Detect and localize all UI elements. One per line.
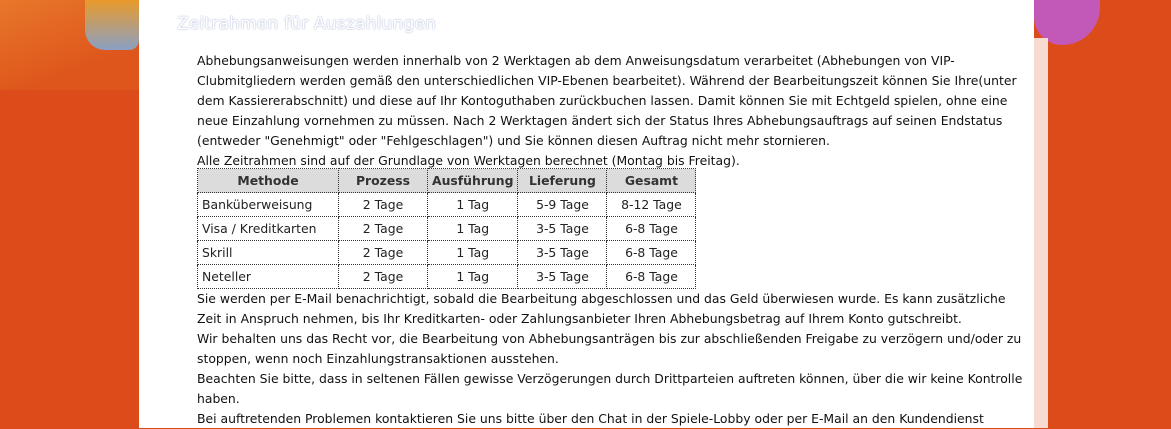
table-cell: 1 Tag: [426, 192, 519, 217]
column-header: Methode: [197, 168, 339, 193]
table-cell: 1 Tag: [426, 216, 519, 241]
table-cell: 6-8 Tage: [606, 264, 697, 289]
intro-paragraph: Alle Zeitrahmen sind auf der Grundlage v…: [197, 153, 740, 168]
table-row: Skrill 2 Tage 1 Tag 3-5 Tage 6-8 Tage: [197, 240, 697, 265]
table-cell: 2 Tage: [338, 264, 428, 289]
column-header: Lieferung: [517, 168, 608, 193]
table-cell: 5-9 Tage: [517, 192, 608, 217]
table-cell: 3-5 Tage: [517, 240, 608, 265]
table-cell: 2 Tage: [338, 240, 428, 265]
table-cell: 2 Tage: [338, 192, 428, 217]
column-header: Ausführung: [426, 168, 519, 193]
table-cell: 2 Tage: [338, 216, 428, 241]
table-cell: 8-12 Tage: [606, 192, 697, 217]
table-row: Visa / Kreditkarten 2 Tage 1 Tag 3-5 Tag…: [197, 216, 697, 241]
section-title: Zeitrahmen für Auszahlungen: [177, 14, 437, 34]
outro-paragraph: Wir behalten uns das Recht vor, die Bear…: [197, 331, 1022, 366]
intro-paragraph: Abhebungsanweisungen werden innerhalb vo…: [197, 53, 1017, 148]
outro-paragraph: Beachten Sie bitte, dass in seltenen Fäl…: [197, 371, 1023, 406]
outro-text: Sie werden per E-Mail benachrichtigt, so…: [197, 289, 1027, 429]
column-header: Prozess: [338, 168, 428, 193]
table-cell: 6-8 Tage: [606, 216, 697, 241]
table-header-row: Methode Prozess Ausführung Lieferung Ges…: [197, 168, 697, 193]
table-row: Neteller 2 Tage 1 Tag 3-5 Tage 6-8 Tage: [197, 264, 697, 289]
table-row: Banküberweisung 2 Tage 1 Tag 5-9 Tage 8-…: [197, 192, 697, 217]
table-cell: Banküberweisung: [197, 192, 339, 217]
table-cell: 6-8 Tage: [606, 240, 697, 265]
column-header: Gesamt: [606, 168, 697, 193]
table-cell: 3-5 Tage: [517, 216, 608, 241]
table-cell: 3-5 Tage: [517, 264, 608, 289]
table-cell: 1 Tag: [426, 264, 519, 289]
outro-paragraph: Bei auftretenden Problemen kontaktieren …: [197, 411, 984, 426]
payout-timeframe-table: Methode Prozess Ausführung Lieferung Ges…: [197, 168, 697, 289]
table-cell: Visa / Kreditkarten: [197, 216, 339, 241]
outro-paragraph: Sie werden per E-Mail benachrichtigt, so…: [197, 291, 1006, 326]
table-cell: Neteller: [197, 264, 339, 289]
character-illustration-left: [85, 0, 139, 50]
table-cell: Skrill: [197, 240, 339, 265]
panel-edge: [1034, 38, 1048, 428]
table-cell: 1 Tag: [426, 240, 519, 265]
intro-text: Abhebungsanweisungen werden innerhalb vo…: [197, 51, 1027, 171]
